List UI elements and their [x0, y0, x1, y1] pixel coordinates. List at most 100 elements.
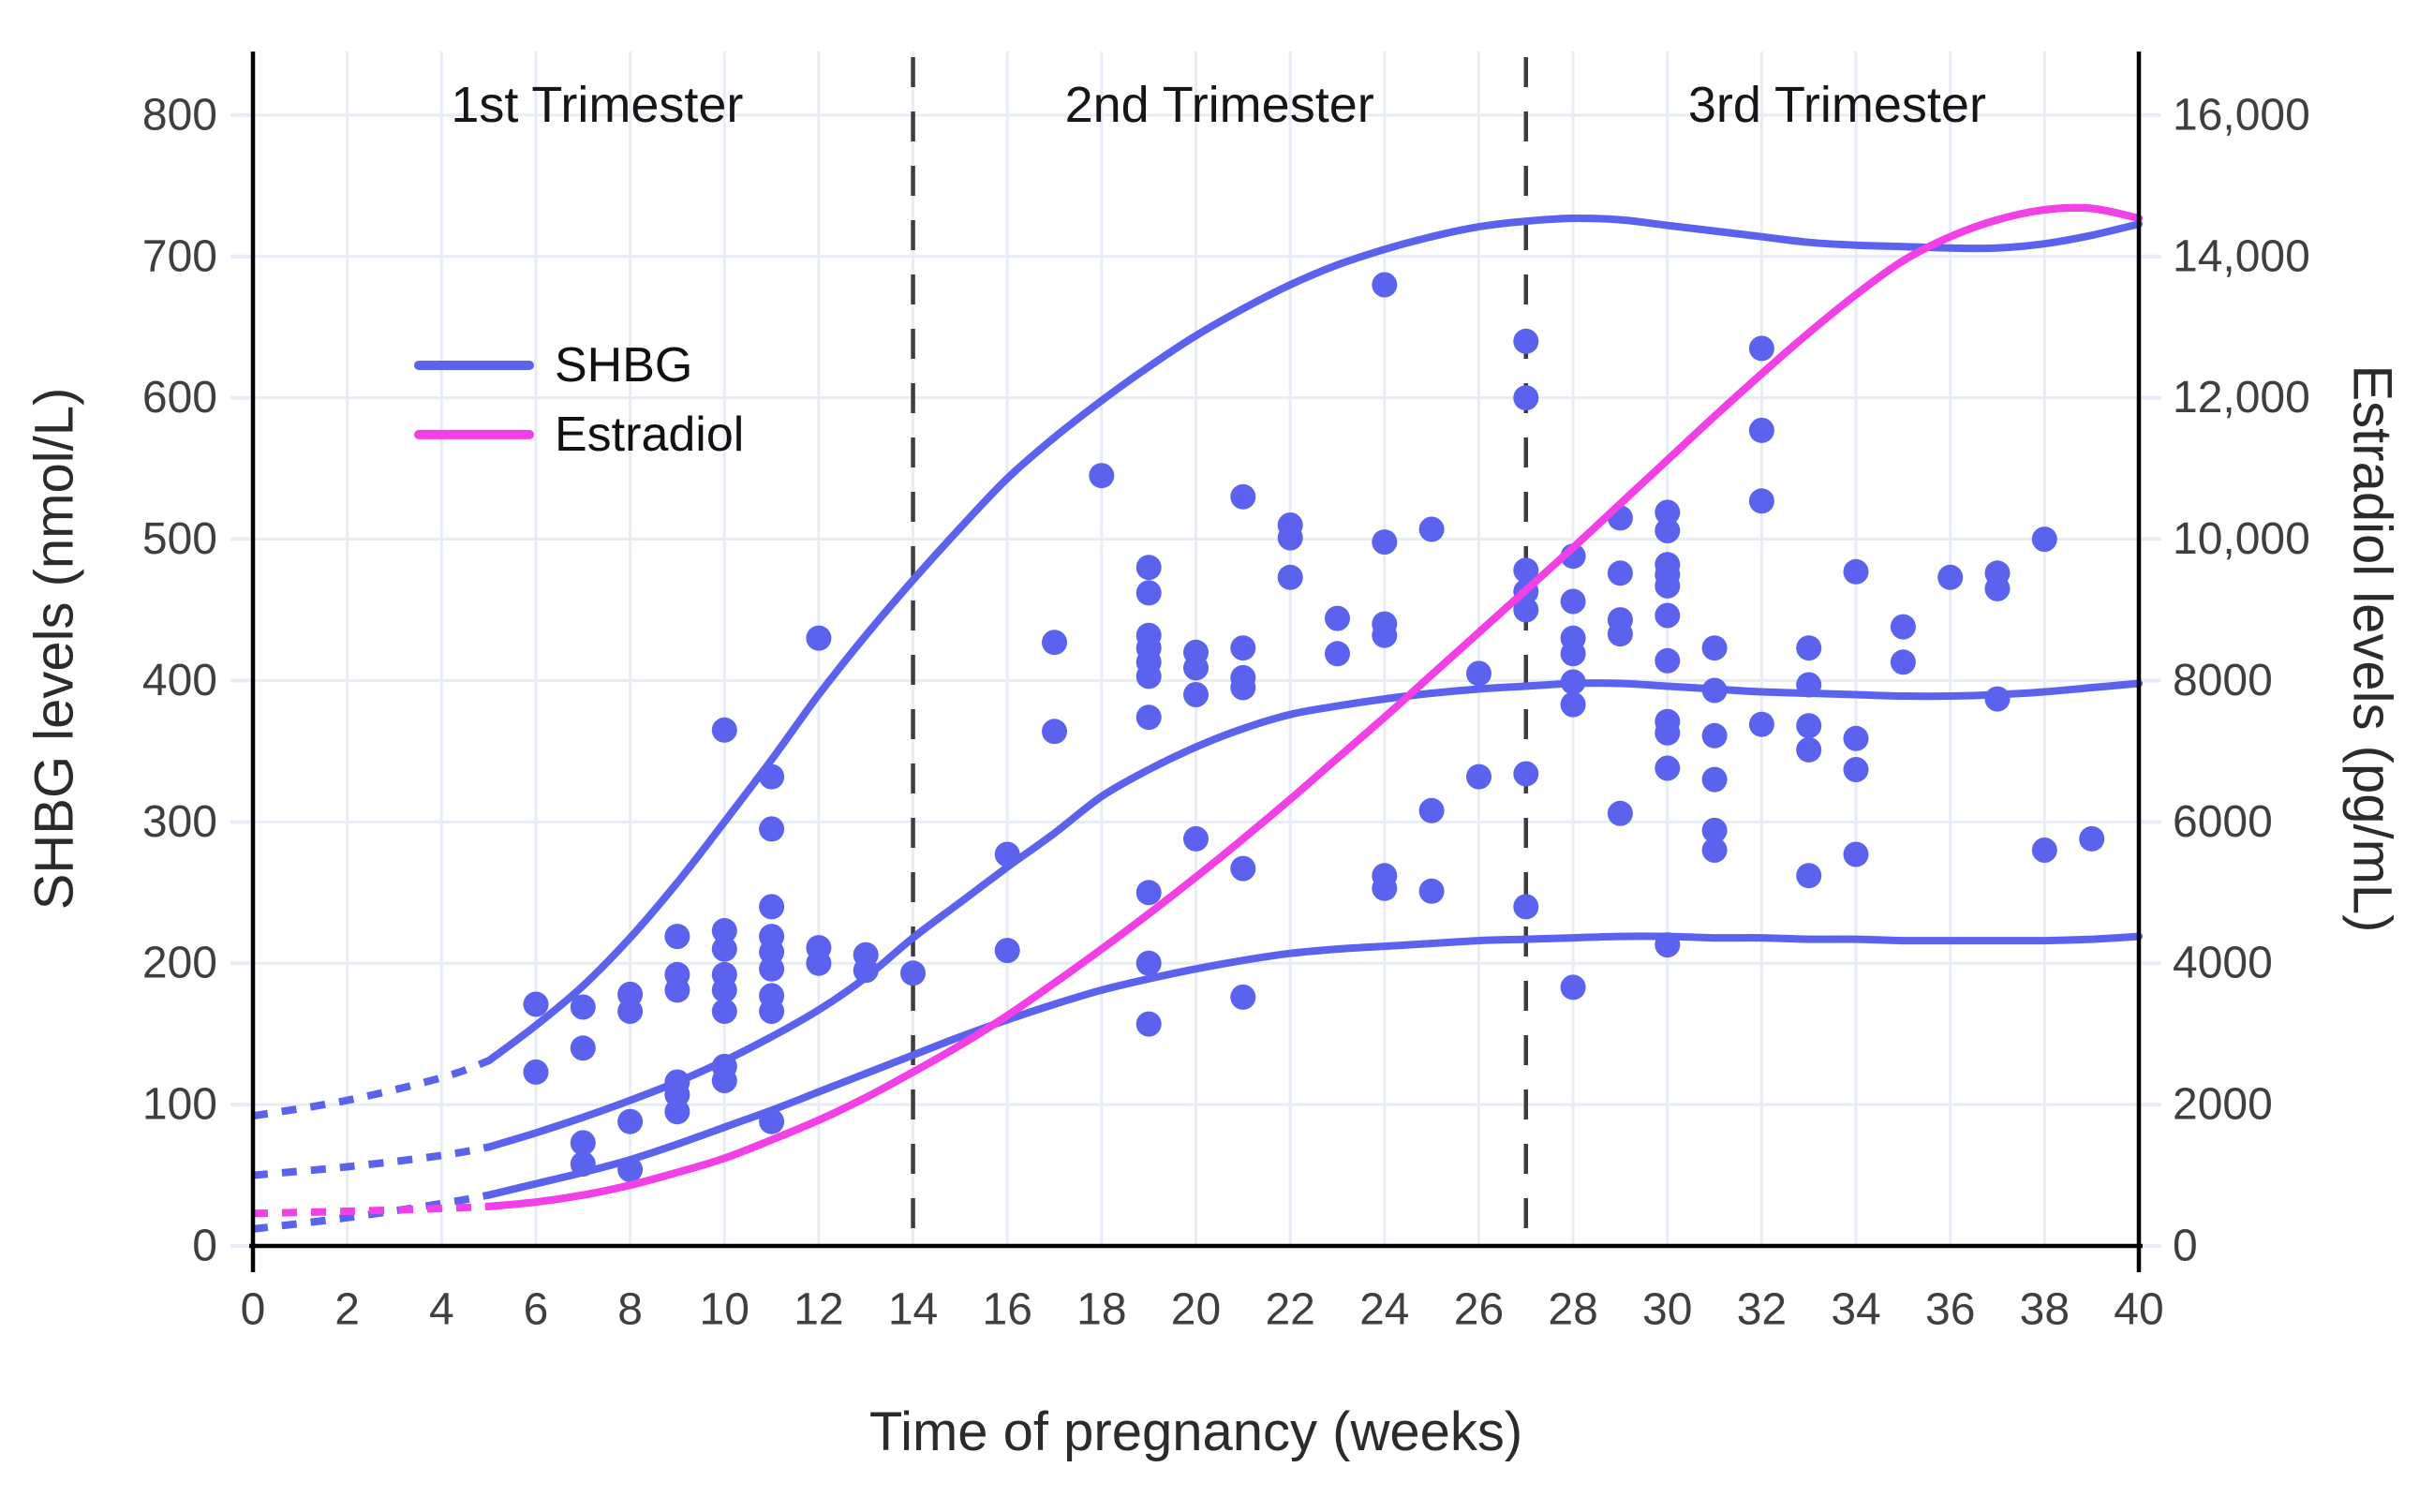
data-point [1089, 463, 1115, 489]
data-point [1042, 719, 1067, 745]
data-point [1843, 558, 1869, 585]
y-left-tick-label: 400 [142, 656, 217, 705]
trimester-label: 3rd Trimester [1688, 77, 1986, 133]
data-point [1655, 719, 1681, 746]
x-tick-label: 12 [794, 1285, 843, 1335]
data-point [1277, 564, 1303, 590]
data-point [1135, 880, 1162, 906]
y-right-tick-label: 10,000 [2173, 514, 2310, 564]
data-point [1984, 575, 2011, 601]
y-right-tick-label: 16,000 [2173, 90, 2310, 140]
legend-label-shbg: SHBG [555, 338, 692, 393]
y-left-tick-label: 0 [192, 1222, 217, 1271]
data-point [711, 717, 737, 743]
data-point [1418, 516, 1445, 542]
data-point [853, 957, 879, 984]
data-point [806, 950, 832, 976]
data-point [759, 956, 785, 982]
data-point [1513, 557, 1539, 584]
data-point [664, 977, 690, 1003]
y-axis-right-title: Estradiol levels (pg/mL) [2342, 365, 2403, 933]
trimester-label: 2nd Trimester [1065, 77, 1374, 133]
x-tick-label: 30 [1642, 1285, 1692, 1335]
data-point [1984, 686, 2011, 712]
data-point [1607, 800, 1633, 826]
data-point [1843, 725, 1869, 751]
data-point [994, 938, 1020, 964]
shbg-upper-reference-curve-dotted [252, 1057, 491, 1120]
legend-label-estradiol: Estradiol [555, 408, 744, 462]
y-left-tick-label: 100 [142, 1080, 217, 1130]
data-point [1325, 605, 1350, 631]
x-tick-label: 2 [334, 1285, 360, 1335]
data-point [711, 918, 737, 943]
data-point [1230, 984, 1256, 1010]
data-point [1230, 855, 1256, 882]
data-point [1372, 622, 1398, 648]
data-point [1042, 630, 1067, 656]
y-left-tick-label: 300 [142, 797, 217, 847]
data-point [1655, 572, 1681, 599]
data-point [1466, 660, 1491, 687]
data-point [1230, 483, 1256, 510]
data-point [1701, 722, 1728, 749]
data-point [1701, 677, 1728, 704]
data-point [1183, 655, 1209, 681]
data-point [1513, 761, 1539, 787]
data-point [1560, 588, 1586, 615]
data-point [1277, 525, 1303, 551]
data-point [1560, 974, 1586, 1001]
data-point [1748, 711, 1774, 737]
x-tick-label: 34 [1831, 1285, 1880, 1335]
y-right-tick-labels: 0 2000 4000 6000 8000 10,000 12,000 14,000 16,00… [2173, 90, 2310, 1270]
data-point [759, 763, 785, 790]
data-point [1325, 641, 1350, 667]
data-point [523, 991, 549, 1017]
data-point [1843, 757, 1869, 782]
data-point [1560, 669, 1586, 695]
data-point [1701, 635, 1728, 661]
x-tick-label: 16 [983, 1285, 1032, 1335]
y-right-tick-label: 2000 [2173, 1080, 2273, 1130]
shbg-lower-reference-curve-dotted [252, 1191, 490, 1233]
x-tick-label: 20 [1171, 1285, 1221, 1335]
data-point [900, 960, 926, 986]
data-point [1607, 621, 1633, 647]
data-point [1655, 602, 1681, 629]
trimester-label: 1st Trimester [451, 77, 743, 133]
y-right-tick-label: 8000 [2173, 656, 2273, 705]
data-point [1135, 1011, 1162, 1037]
shbg-median-reference-curve [484, 679, 2143, 1151]
data-point [711, 1068, 737, 1093]
data-point [1796, 672, 1822, 698]
data-point [617, 999, 644, 1024]
data-point [1135, 555, 1162, 581]
x-tick-label: 36 [1925, 1285, 1975, 1335]
data-point [1135, 950, 1162, 976]
data-point [1560, 691, 1586, 718]
data-point [1937, 564, 1964, 590]
data-point [1748, 335, 1774, 362]
x-tick-label: 28 [1548, 1285, 1597, 1335]
data-point [1372, 529, 1398, 556]
data-point [1135, 580, 1162, 606]
data-point [1655, 518, 1681, 543]
data-point [570, 994, 596, 1020]
data-point [1655, 647, 1681, 674]
data-point [1183, 682, 1209, 707]
axes [249, 52, 2143, 1272]
data-point [1655, 499, 1681, 526]
data-point [759, 894, 785, 920]
data-point [1607, 560, 1633, 586]
y-right-tick-label: 4000 [2173, 939, 2273, 988]
y-left-tick-label: 600 [142, 373, 217, 422]
data-point [1796, 736, 1822, 763]
data-point [1135, 663, 1162, 689]
y-left-tick-label: 200 [142, 939, 217, 988]
x-tick-label: 8 [617, 1285, 643, 1335]
data-point [1372, 272, 1398, 298]
data-point [523, 1059, 549, 1085]
y-right-tick-label: 6000 [2173, 797, 2273, 847]
